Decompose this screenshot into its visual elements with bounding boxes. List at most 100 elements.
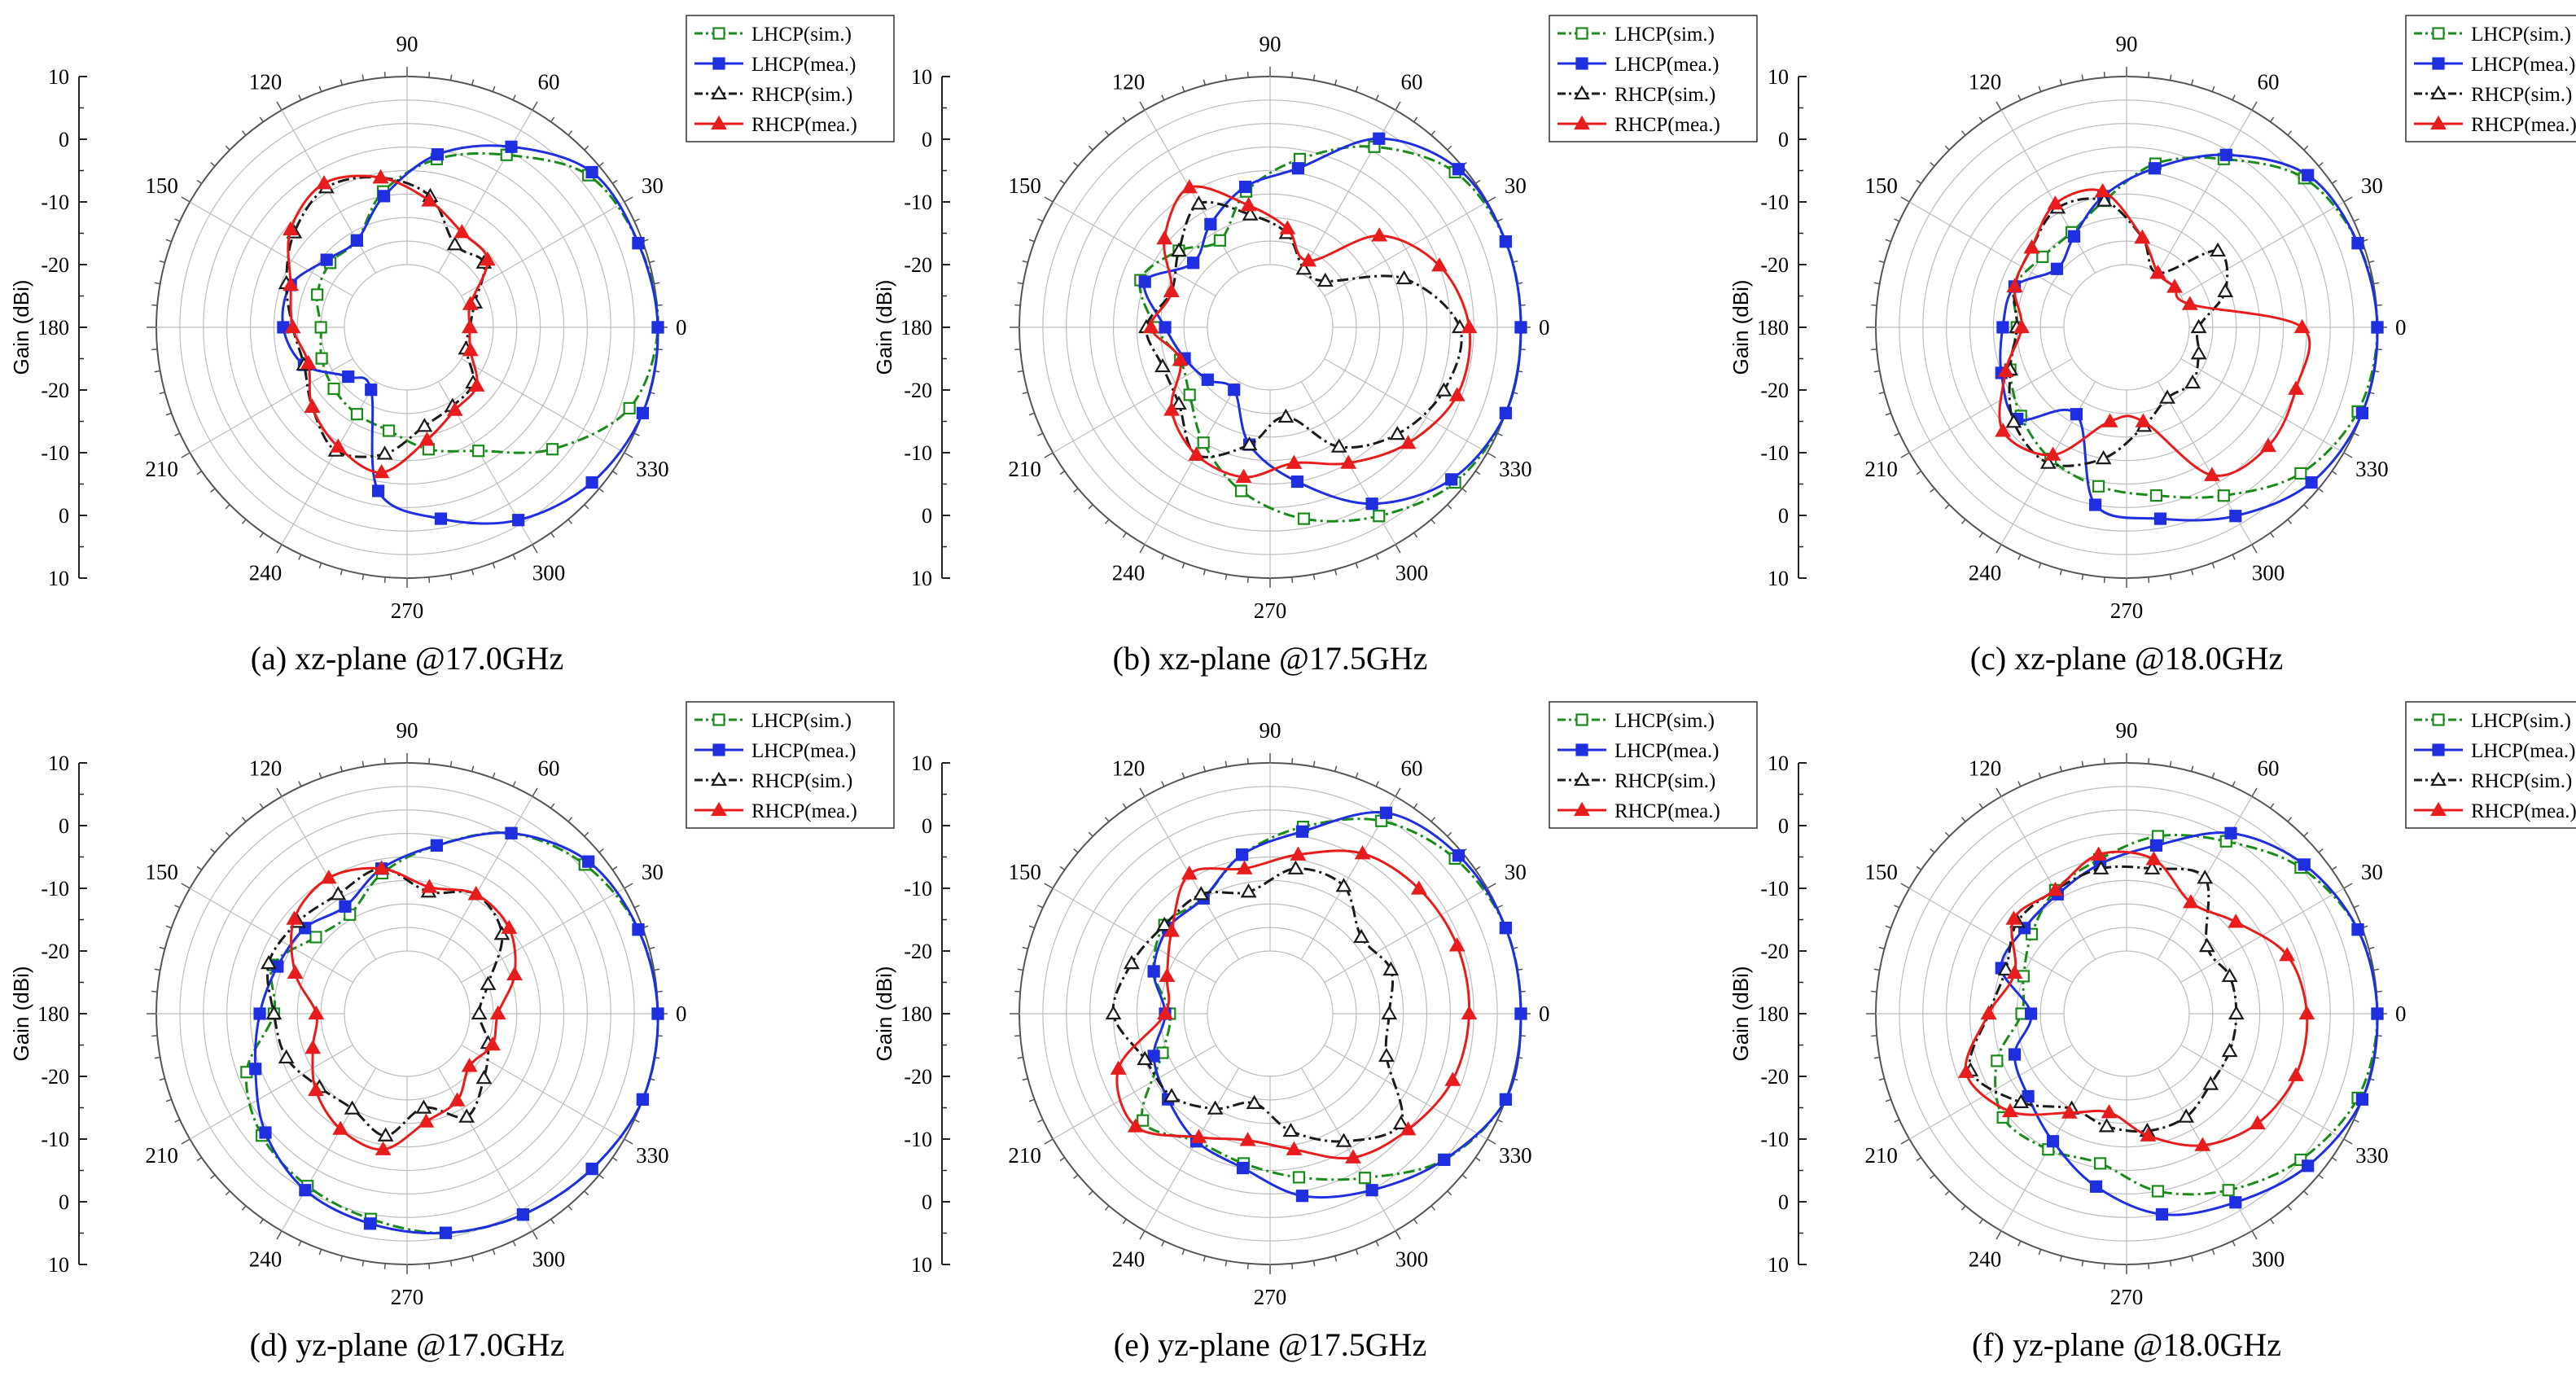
polar-panel-d: 30 60 90 120 150 210 240 270 300 330 0 10 0 -10 -20 180… [9,701,895,1363]
angle-tick [2059,1256,2063,1262]
grid-spoke [189,201,353,297]
angle-tick [611,1157,618,1162]
angle-label: 270 [391,598,424,623]
data-point-rhcp_mea [2135,413,2152,427]
angle-tick [154,968,160,971]
data-point-lhcp_mea [1445,473,1458,486]
angle-tick [1161,94,1165,101]
radial-tick-label: 10 [911,65,932,89]
data-point-rhcp_mea [2047,882,2064,896]
angle-label-0: 0 [676,315,687,340]
data-point-rhcp_sim [344,1100,361,1115]
data-point-rhcp_mea [1181,179,1198,194]
angle-label: 90 [396,718,418,743]
angle-tick [2017,94,2022,101]
angle-tick [1203,765,1207,772]
angle-tick [2169,760,2172,767]
angle-tick [340,1256,344,1262]
y-axis-label: Gain (dBi) [872,279,896,375]
radial-tick-label: 10 [1768,65,1789,89]
angle-label-0: 0 [1539,1001,1550,1026]
radial-tick-label: 0 [1778,128,1789,151]
legend-label-rhcp_sim: RHCP(sim.) [2471,84,2572,106]
angle-tick [1014,348,1021,351]
angle-tick [1375,94,1379,101]
angle-tick [428,1263,431,1269]
data-point-rhcp_sim [1154,357,1171,373]
y-axis-label: Gain (dBi) [9,966,33,1061]
angle-tick [1044,196,1054,203]
angle-tick [1014,304,1021,306]
data-point-lhcp_sim [2151,1185,2165,1198]
radial-tick-label: -20 [1760,253,1789,277]
panel-caption-c: (c) xz-plane @18.0GHz [1970,640,2283,677]
data-point-lhcp_mea [1499,1093,1513,1106]
data-point-rhcp_mea [1163,283,1180,297]
radial-tick-label: -10 [1760,191,1789,214]
grid-ring [2063,950,2190,1077]
data-point-lhcp_mea [259,1126,272,1139]
angle-tick [1885,412,1891,416]
angle-tick [1044,1138,1054,1145]
legend-marker-rhcp_sim [711,771,727,787]
angle-tick [1375,1240,1379,1247]
angle-tick [1413,803,1418,809]
angle-tick [624,883,633,889]
angle-tick [1017,1056,1023,1059]
y-axis-label: Gain (dBi) [9,279,33,375]
angle-label: 270 [2110,1285,2144,1309]
data-point-rhcp_mea [484,1036,501,1051]
data-point-lhcp_mea [2351,237,2364,250]
data-point-lhcp_mea [585,475,598,489]
angle-tick [1073,1174,1079,1180]
data-point-rhcp_sim [330,886,347,901]
data-point-rhcp_mea [316,175,332,190]
angle-tick [1181,85,1185,92]
data-point-lhcp_mea [1379,806,1393,819]
radial-tick-label: 0 [922,504,932,528]
angle-label: 150 [145,173,178,198]
data-point-lhcp_mea [1147,965,1160,978]
angle-tick [1224,74,1228,81]
grid-ring [344,950,471,1077]
angle-tick [1873,1056,1880,1059]
data-point-rhcp_mea [1410,880,1427,895]
data-point-rhcp_mea [2002,1102,2018,1118]
angle-tick [598,161,604,167]
data-point-lhcp_mea [320,253,333,266]
angle-tick [181,883,191,889]
data-point-rhcp_mea [1163,401,1180,416]
angle-label: 210 [1008,1143,1041,1168]
angle-label: 120 [1969,70,2002,94]
angle-tick [567,1205,573,1211]
angle-tick [532,544,538,554]
angle-tick [2318,848,2324,853]
radial-tick-label: -20 [41,253,69,277]
data-point-rhcp_mea [308,1005,325,1020]
angle-tick [181,452,191,458]
angle-label: 240 [249,1247,283,1271]
legend-marker-rhcp_sim [1574,771,1590,787]
angle-tick [567,519,573,524]
angle-tick [492,563,496,569]
angle-tick [174,218,181,222]
data-point-lhcp_mea [1452,849,1465,862]
angle-tick [1496,218,1503,222]
data-point-rhcp_mea [2204,467,2220,481]
legend-marker-rhcp_sim [2430,85,2447,100]
angle-tick [1474,1157,1481,1162]
angle-tick [2038,85,2042,92]
data-point-rhcp_mea [1163,923,1180,937]
data-point-rhcp_sim [1330,438,1347,453]
grid-spoke [2000,109,2096,274]
data-point-rhcp_mea [2140,1127,2157,1142]
angle-label: 30 [2361,860,2383,884]
angle-tick [1871,348,1877,351]
legend-label-lhcp_mea: LHCP(mea.) [751,54,856,76]
radial-tick-label: -10 [904,877,932,901]
legend-label-lhcp_mea: LHCP(mea.) [1614,54,1719,76]
angle-tick [2287,130,2293,136]
data-point-rhcp_sim [2159,389,2175,404]
data-point-rhcp_sim [2228,1005,2245,1020]
